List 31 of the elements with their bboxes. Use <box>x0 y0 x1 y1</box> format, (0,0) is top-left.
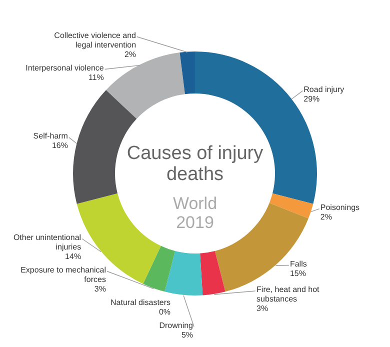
data-label: 15% <box>290 269 306 278</box>
donut-slice <box>180 52 195 94</box>
slice-label: Other unintentional injuries <box>13 233 82 252</box>
data-label: 2% <box>320 212 332 222</box>
data-label: 11% <box>88 73 104 82</box>
slice-label: Poisonings <box>320 203 360 212</box>
slice-label: Falls <box>290 260 307 269</box>
text: World 2019 <box>172 194 218 232</box>
donut-slice <box>269 193 314 218</box>
slice-label: Collective violence and legal intervention <box>54 31 136 50</box>
donut-slice <box>164 250 203 296</box>
data-label: 5% <box>181 330 193 340</box>
slice-label: Fire, heat and hot substances <box>256 285 320 304</box>
text: 0% <box>158 308 171 316</box>
slice-label: Drowning <box>159 321 193 330</box>
donut-slice <box>200 250 226 296</box>
data-label: 16% <box>52 141 68 150</box>
data-label: 29% <box>304 94 320 104</box>
data-label: 3% <box>94 284 106 294</box>
slice-label: Self-harm <box>33 132 68 141</box>
text: Causes of injury deaths <box>126 143 264 185</box>
donut-slice <box>214 202 308 292</box>
data-label: 2% <box>124 50 136 60</box>
slice-label: Interpersonal violence <box>26 64 104 73</box>
data-label: 3% <box>256 304 268 314</box>
donut-slice <box>106 52 185 119</box>
slice-label: Exposure to mechanical forces <box>20 266 106 284</box>
category-label: Natural disasters <box>110 298 171 307</box>
donut-slice <box>143 246 176 292</box>
data-label: 14% <box>65 252 82 261</box>
slice-label: Road injury <box>304 85 344 94</box>
